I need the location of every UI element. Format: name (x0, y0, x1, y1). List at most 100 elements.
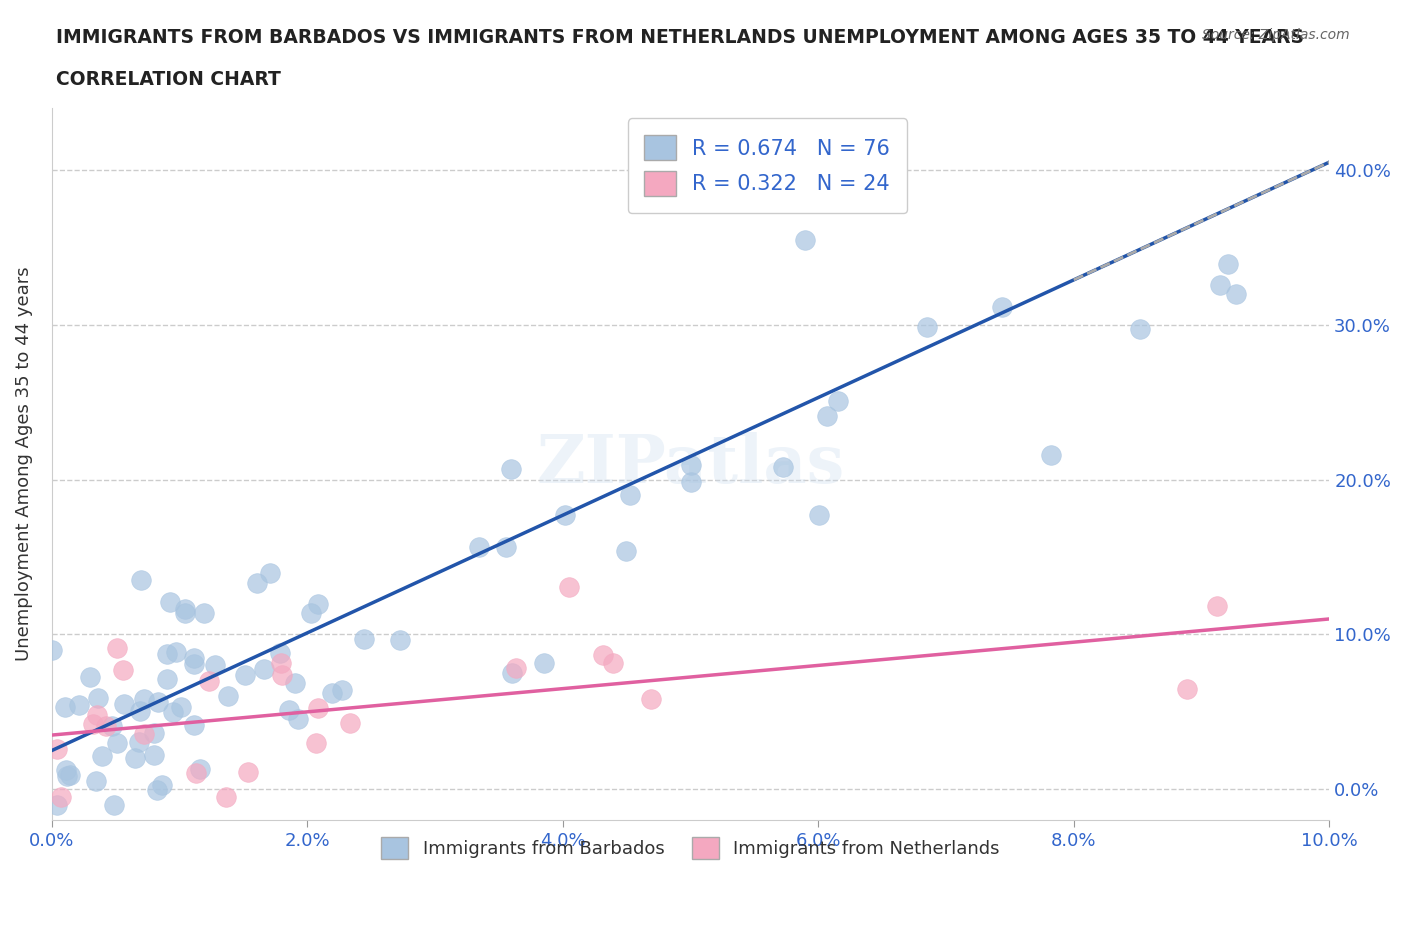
Point (183, 657, 205, 671)
Point (124, 751, 146, 765)
Point (174, 602, 197, 617)
Point (129, 704, 152, 719)
Point (808, 508, 831, 523)
Point (307, 700, 329, 715)
Point (45, 797, 67, 812)
Point (112, 662, 135, 677)
Point (246, 576, 269, 591)
Point (270, 655, 292, 670)
Point (592, 647, 614, 662)
Point (188, 761, 211, 776)
Point (90, 748, 112, 763)
Point (148, 695, 170, 710)
Point (142, 725, 165, 740)
Point (150, 777, 173, 792)
Point (253, 662, 276, 677)
Point (259, 565, 281, 580)
Point (1128, 322, 1150, 337)
Point (55, 763, 77, 777)
Point (94, 718, 117, 733)
Point (134, 726, 156, 741)
Point (105, 736, 128, 751)
Point (173, 605, 195, 620)
Point (269, 646, 291, 661)
Point (307, 596, 329, 611)
Point (501, 666, 523, 681)
Point (128, 735, 150, 750)
Point (330, 683, 353, 698)
Point (495, 539, 517, 554)
Point (602, 656, 624, 671)
Point (681, 474, 703, 489)
Y-axis label: Unemployment Among Ages 35 to 44 years: Unemployment Among Ages 35 to 44 years (15, 267, 32, 661)
Point (1209, 278, 1232, 293)
Point (132, 691, 155, 706)
Text: ZIPatlas: ZIPatlas (536, 432, 845, 497)
Point (339, 716, 361, 731)
Point (468, 539, 491, 554)
Point (353, 631, 375, 646)
Point (184, 765, 207, 780)
Point (82, 716, 104, 731)
Point (41, 643, 63, 658)
Point (198, 674, 221, 689)
Point (284, 676, 307, 691)
Point (389, 632, 412, 647)
Point (183, 651, 205, 666)
Point (271, 668, 294, 683)
Point (87, 691, 110, 706)
Point (991, 299, 1014, 314)
Point (277, 703, 299, 718)
Point (100, 719, 122, 734)
Point (215, 790, 238, 804)
Point (299, 606, 322, 621)
Point (143, 748, 166, 763)
Point (204, 658, 226, 672)
Point (554, 508, 576, 523)
Point (1040, 448, 1063, 463)
Point (772, 459, 794, 474)
Point (112, 698, 135, 712)
Point (217, 688, 239, 703)
Point (86, 708, 108, 723)
Point (287, 711, 309, 726)
Point (105, 641, 128, 656)
Legend: Immigrants from Barbados, Immigrants from Netherlands: Immigrants from Barbados, Immigrants fro… (373, 828, 1008, 869)
Point (59, 767, 82, 782)
Point (165, 644, 187, 659)
Point (827, 394, 849, 409)
Point (614, 544, 637, 559)
Point (103, 797, 125, 812)
Point (1218, 257, 1240, 272)
Point (56, 768, 79, 783)
Point (170, 699, 193, 714)
Point (53, 699, 76, 714)
Point (681, 457, 703, 472)
Text: Source: ZipAtlas.com: Source: ZipAtlas.com (1202, 28, 1350, 42)
Point (321, 685, 343, 700)
Point (162, 704, 184, 719)
Point (915, 320, 938, 335)
Point (67, 698, 90, 712)
Point (49, 790, 72, 804)
Point (1225, 286, 1247, 301)
Text: IMMIGRANTS FROM BARBADOS VS IMMIGRANTS FROM NETHERLANDS UNEMPLOYMENT AMONG AGES : IMMIGRANTS FROM BARBADOS VS IMMIGRANTS F… (56, 28, 1305, 46)
Point (79, 670, 101, 684)
Point (236, 764, 259, 779)
Point (233, 668, 256, 683)
Point (156, 671, 179, 686)
Point (640, 691, 662, 706)
Point (501, 461, 523, 476)
Point (1175, 682, 1198, 697)
Point (156, 646, 179, 661)
Point (815, 409, 838, 424)
Point (159, 594, 181, 609)
Point (46, 741, 69, 756)
Point (193, 606, 215, 621)
Point (84, 774, 107, 789)
Point (1205, 598, 1227, 613)
Point (129, 573, 152, 588)
Point (305, 736, 328, 751)
Point (619, 488, 641, 503)
Point (146, 783, 169, 798)
